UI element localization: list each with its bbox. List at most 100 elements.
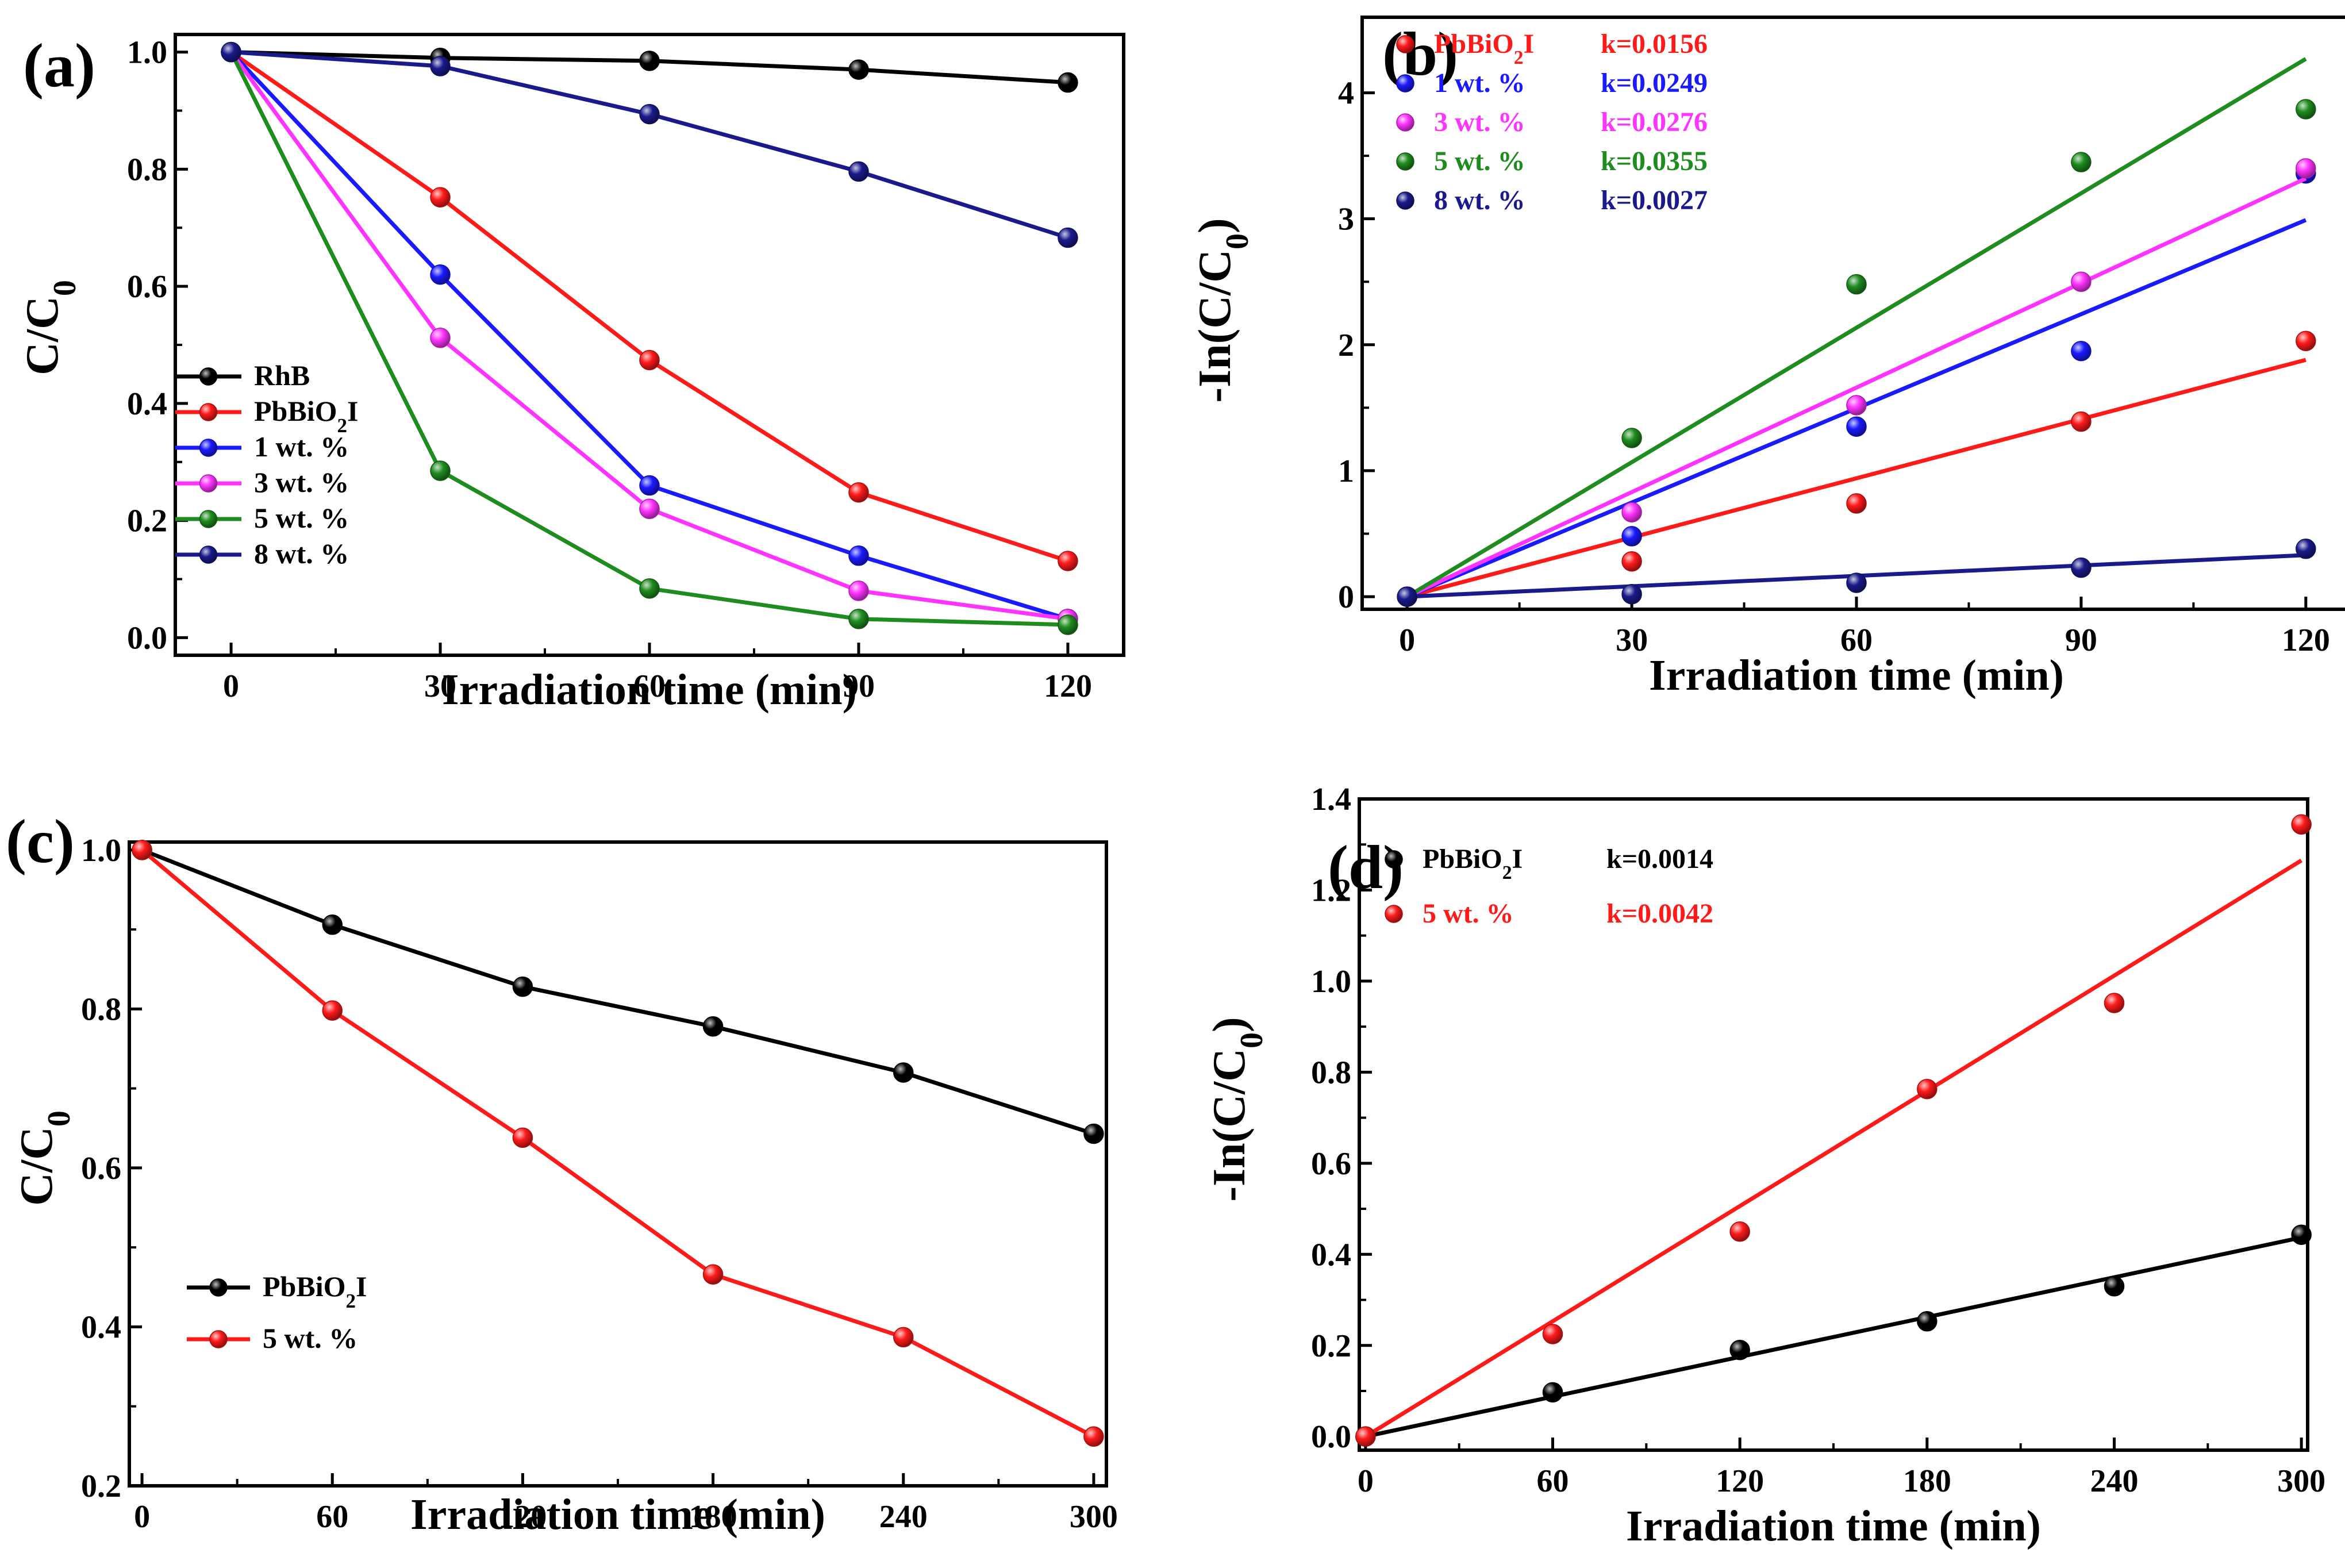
y-tick-label: 1.2 [1311, 873, 1351, 908]
data-point [2104, 993, 2125, 1013]
data-point [1621, 428, 1642, 448]
legend-label: 8 wt. % [1434, 185, 1525, 216]
data-point [512, 976, 533, 997]
data-point [1846, 493, 1867, 514]
legend-label: PbBiO2I [254, 395, 358, 437]
y-tick-label: 0.2 [1311, 1328, 1351, 1364]
data-point [1846, 416, 1867, 437]
data-point [639, 103, 660, 125]
legend-item: PbBiO2I k=0.0014 [1385, 844, 1713, 883]
legend-label: 1 wt. % [254, 431, 349, 463]
legend-label: RhB [254, 359, 310, 391]
panel-label: (b) [1382, 20, 1458, 89]
y-tick-label: 0.8 [127, 152, 167, 187]
data-point [2296, 539, 2316, 559]
series-5-wt- [1355, 814, 2312, 1447]
data-point [221, 41, 241, 63]
data-point [1397, 586, 1417, 607]
y-tick-label: 0.6 [1311, 1146, 1351, 1182]
data-point [430, 56, 451, 76]
data-point [1846, 572, 1867, 593]
data-point [702, 1264, 724, 1285]
legend-marker [1385, 905, 1403, 923]
data-point [1729, 1221, 1750, 1242]
x-axis-label: Irradiation time (min) [442, 666, 857, 714]
data-point [1542, 1324, 1563, 1344]
data-point [1058, 614, 1078, 635]
data-point [2291, 814, 2312, 835]
legend-label: 3 wt. % [254, 466, 349, 498]
data-point [322, 1000, 343, 1021]
legend-label: 1 wt. % [1434, 68, 1525, 98]
x-tick-label: 0 [223, 668, 239, 704]
x-tick-label: 120 [2282, 622, 2330, 658]
legend-item: 5 wt. % [187, 1322, 357, 1354]
x-tick-label: 0 [1358, 1463, 1374, 1499]
data-point [1729, 1339, 1750, 1361]
legend-marker [209, 1278, 228, 1297]
x-tick-label: 180 [689, 1499, 737, 1535]
plot-frame [1360, 16, 2345, 611]
legend-label: 5 wt. % [1423, 898, 1514, 929]
legend-item: 3 wt. % [175, 466, 349, 498]
data-point [2296, 330, 2316, 351]
x-tick-label: 30 [424, 668, 456, 704]
series-5-wt- [1397, 57, 2316, 607]
data-point [1058, 551, 1078, 571]
x-tick-label: 90 [843, 668, 875, 704]
legend-label: PbBiO2I [1434, 29, 1534, 68]
data-point [848, 609, 869, 629]
data-point [1621, 526, 1642, 547]
data-point [2071, 271, 2092, 292]
data-point [848, 581, 869, 601]
legend-item: 8 wt. % k=0.0027 [1396, 185, 1708, 216]
x-tick-label: 30 [1616, 622, 1648, 658]
y-tick-label: 0.2 [81, 1469, 121, 1504]
panel-c-chart: (c) 0 60 120 180 240 300 0.2 0.4 0.6 0.8 1.0 Irradia… [6, 808, 1118, 1539]
data-point [2071, 340, 2092, 362]
data-point [1621, 551, 1642, 572]
y-tick-label: 3 [1338, 202, 1354, 237]
legend-marker [199, 439, 218, 457]
legend-marker [199, 474, 218, 493]
legend-label: 8 wt. % [254, 537, 349, 570]
x-axis-label: Irradiation time (min) [1649, 651, 2064, 700]
panel-d-chart: (d)0 60 120 180 240 3000.00.20.40.60.81.01.21… [1204, 782, 2325, 1550]
y-tick-label: 0.6 [127, 269, 167, 305]
series-line [140, 848, 1095, 1439]
data-point [848, 161, 869, 182]
y-tick-label: 0.4 [1311, 1237, 1351, 1273]
x-tick-label: 300 [1070, 1499, 1118, 1535]
legend: PbBiO2I 5 wt. % [187, 1270, 367, 1354]
data-point [1083, 1123, 1104, 1144]
series-3-wt- [221, 41, 1078, 629]
legend-k-label: k=0.0276 [1601, 107, 1708, 137]
y-tick-label: 1.0 [1311, 964, 1351, 1000]
data-point [702, 1016, 724, 1037]
x-axis-label: Irradiation time (min) [410, 1490, 825, 1539]
data-point [639, 498, 660, 520]
legend-marker [1396, 152, 1414, 171]
data-point [1917, 1078, 1937, 1100]
series-8-wt- [221, 41, 1078, 248]
data-point [1083, 1426, 1104, 1447]
series-line [141, 848, 1094, 1136]
legend-marker [209, 1330, 228, 1348]
y-tick-label: 0.0 [127, 620, 167, 656]
legend-item: 5 wt. % [175, 502, 349, 534]
x-tick-label: 90 [2065, 622, 2097, 658]
legend-k-label: k=0.0014 [1606, 844, 1713, 874]
panel-a-chart: (a) 0 30 60 90 120 0.0 0.2 0.4 0.6 0.8 1.0 Irradiati… [17, 32, 1125, 714]
fit-line [1406, 358, 2306, 599]
y-tick-label: 1.4 [1311, 782, 1351, 817]
legend-marker [199, 545, 218, 564]
panel-label: (c) [6, 808, 75, 876]
legend-item: PbBiO2I [175, 395, 358, 437]
y-axis-label: -In(C/C0) [1190, 218, 1255, 402]
data-point [893, 1327, 914, 1348]
legend-label: 5 wt. % [263, 1322, 357, 1354]
data-point [639, 475, 660, 496]
legend-item: PbBiO2I [187, 1270, 367, 1312]
